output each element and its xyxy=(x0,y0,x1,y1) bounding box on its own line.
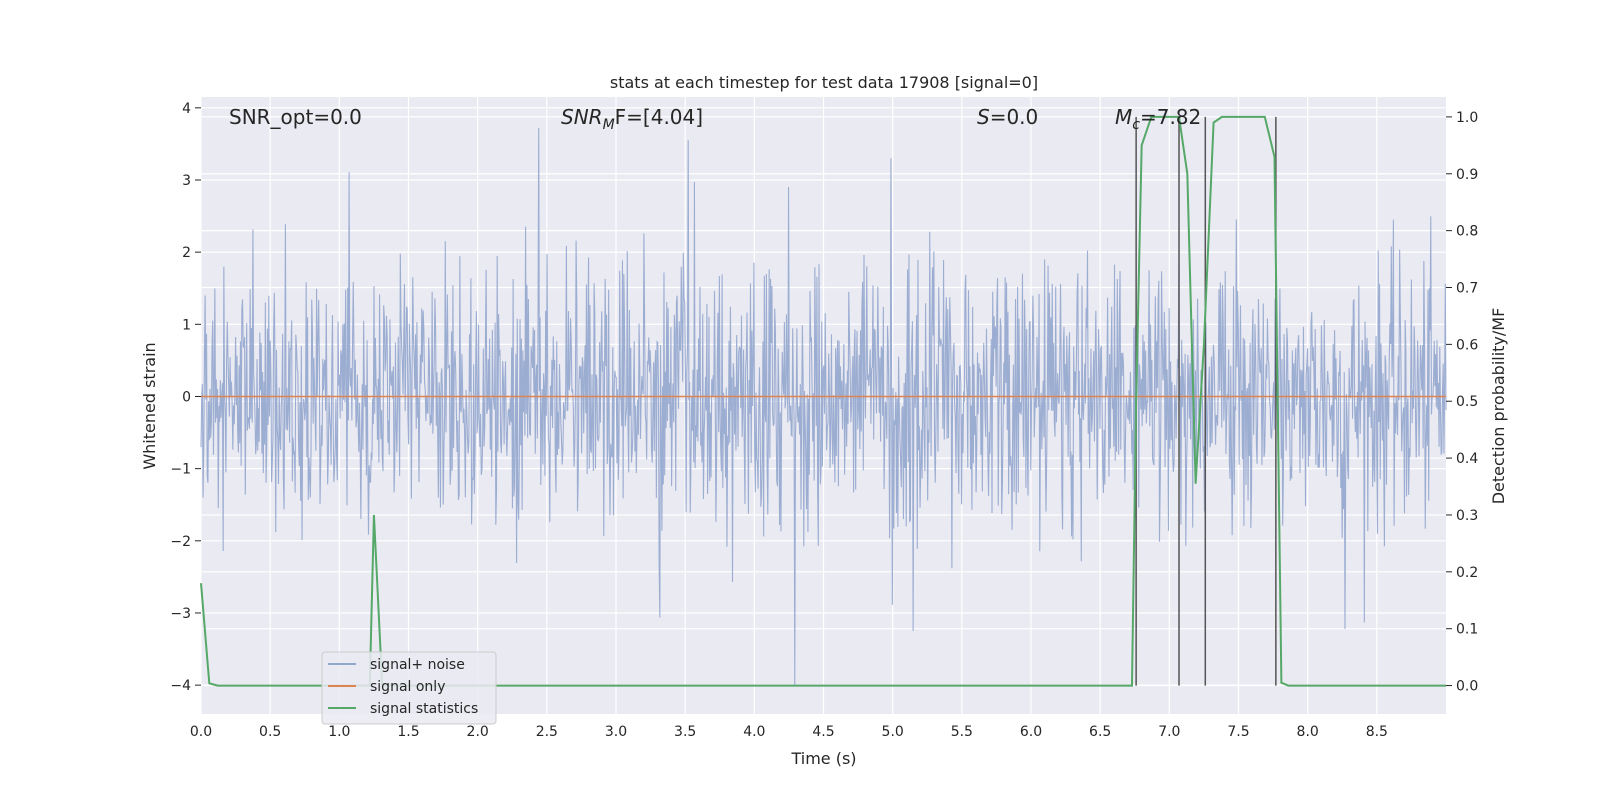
x-tick-label-7: 3.5 xyxy=(674,724,696,740)
annotation-s: S=0.0 xyxy=(977,105,1038,129)
y-right-tick-label-4: 0.4 xyxy=(1456,451,1478,467)
y-left-tick-label-8: 4 xyxy=(182,101,191,117)
x-tick-label-11: 5.5 xyxy=(951,724,973,740)
x-tick-label-10: 5.0 xyxy=(882,724,904,740)
y-axis-right-ticks: 0.0 0.1 0.2 0.3 0.4 0.5 0.6 0.7 0.8 0.9 1.0 xyxy=(1446,110,1478,695)
annotation-snr-opt: SNR_opt=0.0 xyxy=(229,105,362,129)
y-right-tick-label-9: 0.9 xyxy=(1456,167,1478,183)
y-right-tick-label-1: 0.1 xyxy=(1456,622,1478,638)
y-right-tick-label-0: 0.0 xyxy=(1456,679,1478,695)
y-right-tick-label-6: 0.6 xyxy=(1456,337,1478,353)
x-tick-label-15: 7.5 xyxy=(1227,724,1249,740)
noise-series xyxy=(200,128,1447,686)
x-tick-label-17: 8.5 xyxy=(1366,724,1388,740)
statistics-line xyxy=(200,115,1446,687)
y-right-tick-label-2: 0.2 xyxy=(1456,565,1478,581)
y-axis-left-label: Whitened strain xyxy=(140,342,159,469)
x-tick-label-4: 2.0 xyxy=(467,724,489,740)
y-right-tick-label-8: 0.8 xyxy=(1456,224,1478,240)
annotation-mc: Mc=7.82 xyxy=(1115,105,1201,133)
legend: signal+ noise signal only signal statist… xyxy=(321,651,497,725)
y-right-tick-label-10: 1.0 xyxy=(1456,110,1478,126)
x-tick-label-6: 3.0 xyxy=(605,724,627,740)
x-tick-label-2: 1.0 xyxy=(328,724,350,740)
y-right-tick-label-3: 0.3 xyxy=(1456,508,1478,524)
y-axis-right-label: Detection probability/MF xyxy=(1489,308,1508,505)
x-tick-label-16: 8.0 xyxy=(1297,724,1319,740)
x-tick-label-3: 1.5 xyxy=(397,724,419,740)
y-left-tick-label-7: 3 xyxy=(182,173,191,189)
x-tick-label-1: 0.5 xyxy=(259,724,281,740)
noise-line xyxy=(200,128,1447,686)
y-left-tick-label-1: −3 xyxy=(170,606,191,622)
y-left-tick-label-5: 1 xyxy=(182,317,191,333)
x-axis-ticks: 0.0 0.5 1.0 1.5 2.0 2.5 3.0 3.5 4.0 4.5 5.0 5.5 6.0 6… xyxy=(190,724,1388,740)
grid xyxy=(200,97,1446,714)
y-left-tick-label-0: −4 xyxy=(170,678,191,694)
x-tick-label-9: 4.5 xyxy=(812,724,834,740)
annotation-snr-mf: SNRMF=[4.04] xyxy=(561,105,703,133)
legend-label-signal: signal only xyxy=(370,679,445,695)
y-axis-left-ticks: −4 −3 −2 −1 0 1 2 3 4 xyxy=(170,101,201,694)
legend-box xyxy=(321,651,497,725)
x-tick-label-14: 7.0 xyxy=(1158,724,1180,740)
legend-label-noise: signal+ noise xyxy=(370,657,465,673)
y-right-tick-label-5: 0.5 xyxy=(1456,394,1478,410)
y-left-tick-label-3: −1 xyxy=(170,462,191,478)
x-tick-label-0: 0.0 xyxy=(190,724,212,740)
x-tick-label-5: 2.5 xyxy=(536,724,558,740)
x-axis-label: Time (s) xyxy=(790,749,856,768)
legend-label-stats: signal statistics xyxy=(370,701,478,717)
chart-title: stats at each timestep for test data 179… xyxy=(610,73,1038,92)
x-tick-label-12: 6.0 xyxy=(1020,724,1042,740)
x-tick-label-13: 6.5 xyxy=(1089,724,1111,740)
statistics-series xyxy=(200,115,1446,687)
x-tick-label-8: 4.0 xyxy=(743,724,765,740)
y-left-tick-label-4: 0 xyxy=(182,389,191,405)
y-right-tick-label-7: 0.7 xyxy=(1456,281,1478,297)
y-left-tick-label-6: 2 xyxy=(182,245,191,261)
y-left-tick-label-2: −2 xyxy=(170,534,191,550)
